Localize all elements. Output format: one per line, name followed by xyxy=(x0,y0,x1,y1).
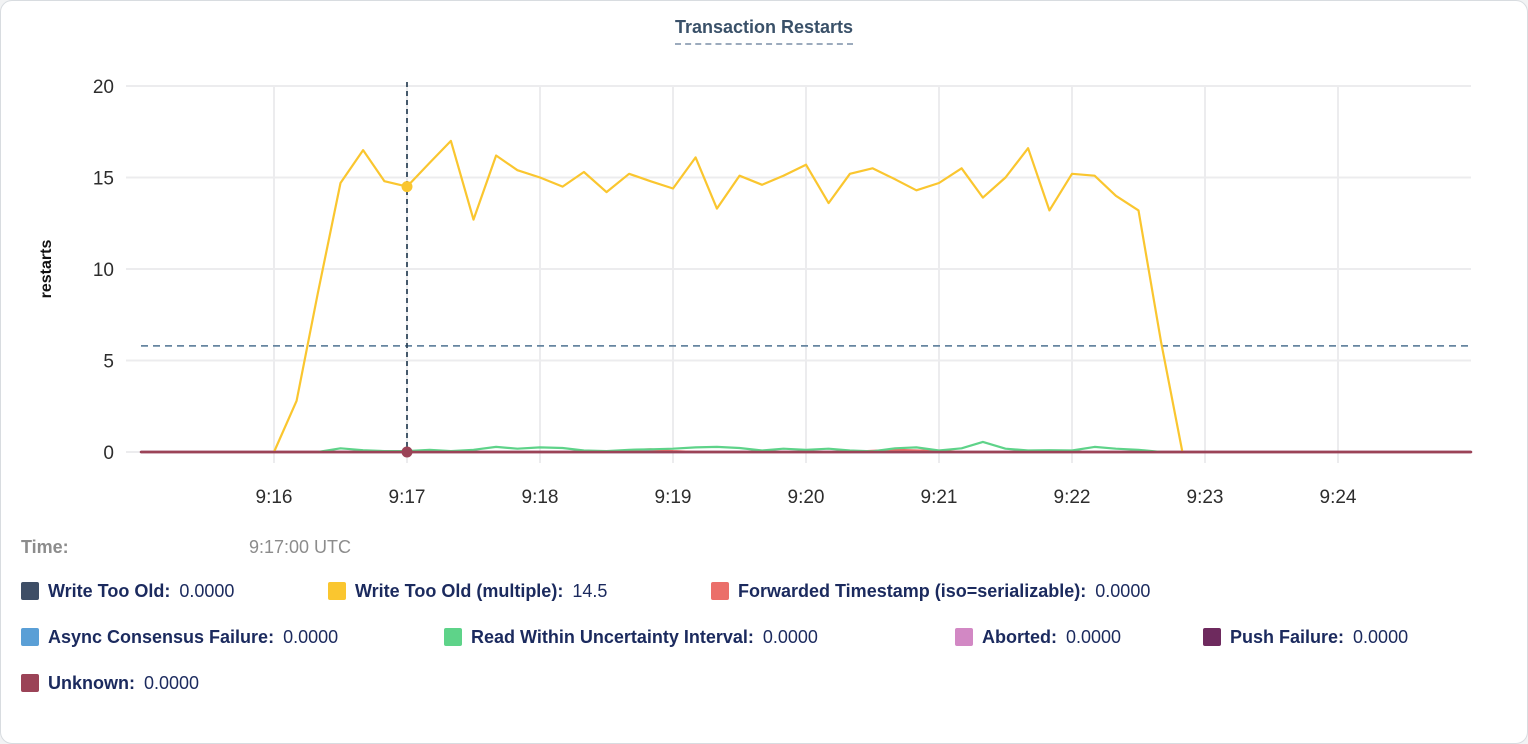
legend-label: Push Failure: xyxy=(1230,626,1345,647)
hover-marker-unknown xyxy=(401,446,413,458)
legend-swatch-aborted xyxy=(955,628,973,646)
y-tick-label: 5 xyxy=(103,352,114,373)
y-tick-label: 0 xyxy=(103,443,114,464)
legend-value: 0.0000 xyxy=(144,672,200,693)
legend-item-read-within-uncertainty-interval: Read Within Uncertainty Interval: 0.0000 xyxy=(444,627,955,648)
legend-swatch-unknown xyxy=(21,674,39,692)
legend-label: Forwarded Timestamp (iso=serializable): xyxy=(738,580,1087,601)
legend-label: Read Within Uncertainty Interval: xyxy=(471,626,754,647)
legend-label: Write Too Old: xyxy=(48,580,171,601)
time-value: 9:17:00 UTC xyxy=(249,537,352,557)
legend-item-unknown: Unknown: 0.0000 xyxy=(21,673,199,694)
series-line-read-within-uncertainty-interval xyxy=(316,440,1163,454)
legend-item-push-failure: Push Failure: 0.0000 xyxy=(1203,627,1408,648)
x-tick-label: 9:19 xyxy=(655,487,692,508)
series-line-write-too-old-multiple xyxy=(272,139,1184,454)
legend-item-forwarded-timestamp-iso-serializable: Forwarded Timestamp (iso=serializable): 0… xyxy=(711,581,1150,602)
y-tick-label: 15 xyxy=(93,169,114,190)
y-tick-label: 20 xyxy=(93,77,114,98)
legend-row: Unknown: 0.0000 xyxy=(21,670,1527,696)
legend-item-write-too-old: Write Too Old: 0.0000 xyxy=(21,581,328,602)
legend-value: 0.0000 xyxy=(179,580,235,601)
legend-value: 14.5 xyxy=(572,580,608,601)
x-tick-label: 9:23 xyxy=(1187,487,1224,508)
legend-swatch-read-within-uncertainty-interval xyxy=(444,628,462,646)
legend-swatch-write-too-old-multiple xyxy=(328,582,346,600)
legend-swatch-async-consensus-failure xyxy=(21,628,39,646)
x-tick-label: 9:24 xyxy=(1320,487,1357,508)
legend-row: Async Consensus Failure: 0.0000 Read Withi… xyxy=(21,624,1527,650)
legend-label: Write Too Old (multiple): xyxy=(355,580,564,601)
time-label: Time: xyxy=(21,537,69,557)
hover-time-row: Time: 9:17:00 UTC xyxy=(21,537,1527,558)
hover-marker-write-too-old-multiple xyxy=(401,181,413,193)
legend-value: 0.0000 xyxy=(1353,626,1409,647)
chart-canvas[interactable]: 0 5 10 15 20 9:16 9:17 9:18 9:19 9:20 9:21 9:22 9:23… xyxy=(1,63,1528,515)
x-tick-label: 9:20 xyxy=(788,487,825,508)
legend-label: Unknown: xyxy=(48,672,135,693)
chart-title[interactable]: Transaction Restarts xyxy=(674,17,854,45)
legend-item-write-too-old-multiple: Write Too Old (multiple): 14.5 xyxy=(328,581,711,602)
legend-item-aborted: Aborted: 0.0000 xyxy=(955,627,1203,648)
legend-label: Aborted: xyxy=(982,626,1057,647)
chart-legend: Write Too Old: 0.0000 Write Too Old (multi… xyxy=(1,578,1527,696)
legend-value: 0.0000 xyxy=(1095,580,1151,601)
x-tick-label: 9:17 xyxy=(389,487,426,508)
legend-swatch-forwarded-timestamp-iso-serializable xyxy=(711,582,729,600)
x-tick-label: 9:18 xyxy=(522,487,559,508)
x-tick-label: 9:16 xyxy=(256,487,293,508)
legend-swatch-write-too-old xyxy=(21,582,39,600)
legend-label: Async Consensus Failure: xyxy=(48,626,275,647)
legend-swatch-push-failure xyxy=(1203,628,1221,646)
legend-value: 0.0000 xyxy=(762,626,818,647)
legend-value: 0.0000 xyxy=(1066,626,1122,647)
chart-header: Transaction Restarts xyxy=(1,1,1527,63)
legend-value: 0.0000 xyxy=(283,626,339,647)
x-tick-label: 9:21 xyxy=(921,487,958,508)
y-tick-label: 10 xyxy=(93,260,114,281)
y-axis-label: restarts xyxy=(38,240,55,299)
legend-item-async-consensus-failure: Async Consensus Failure: 0.0000 xyxy=(21,627,444,648)
x-tick-label: 9:22 xyxy=(1054,487,1091,508)
legend-row: Write Too Old: 0.0000 Write Too Old (multi… xyxy=(21,578,1527,604)
